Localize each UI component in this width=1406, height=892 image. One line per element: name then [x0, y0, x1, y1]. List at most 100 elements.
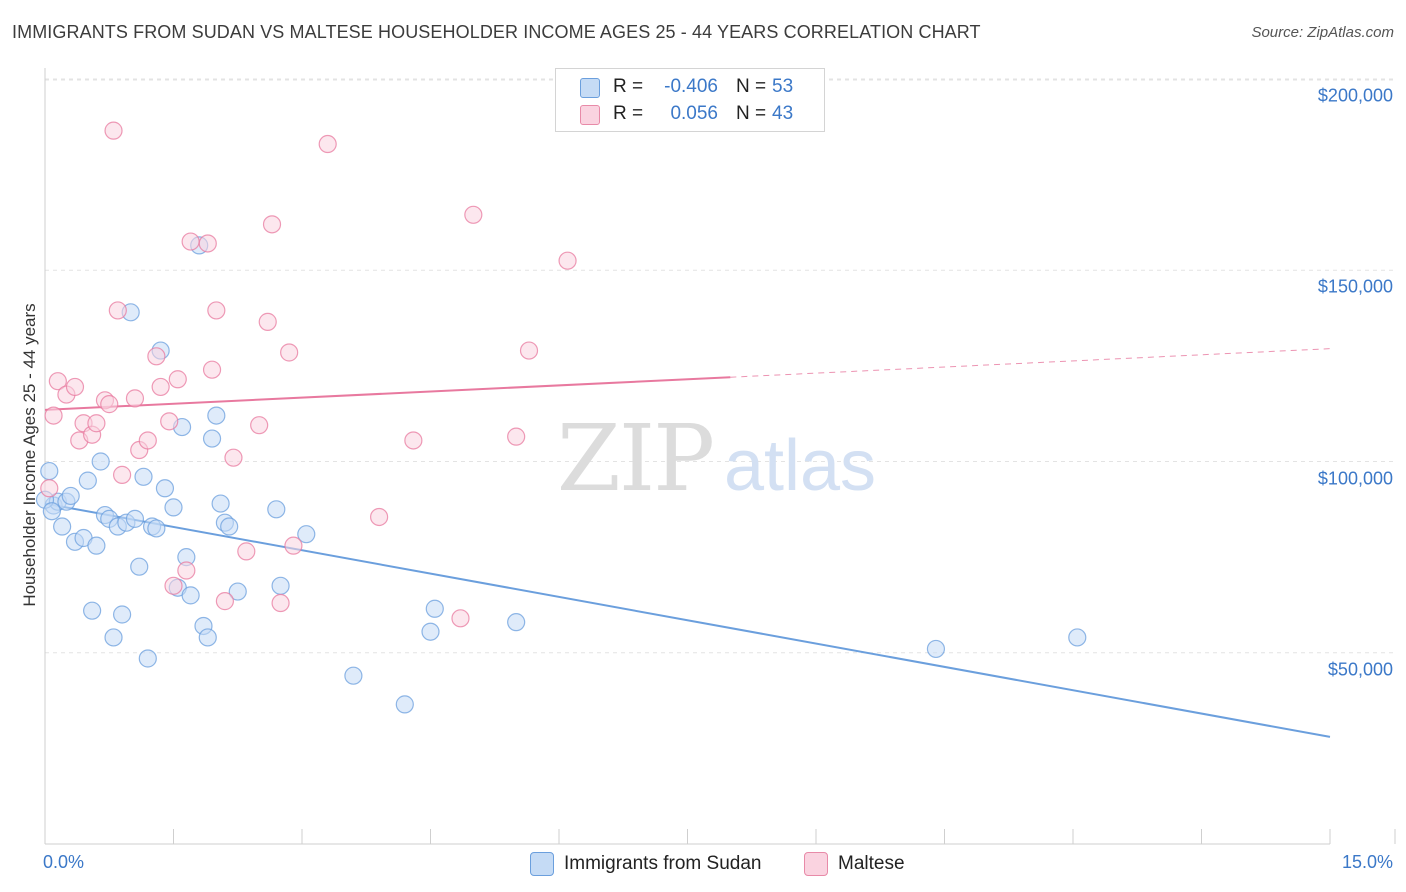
data-point-1: [100, 395, 119, 414]
stats-n-value: 53: [772, 76, 794, 97]
data-point-0: [507, 613, 526, 632]
stats-r-value: 0.056: [670, 103, 718, 124]
data-point-0: [220, 517, 239, 536]
data-point-0: [395, 695, 414, 714]
stats-n-label: N =: [736, 76, 767, 97]
data-point-1: [224, 448, 243, 467]
stats-row-sudan: R = -0.406 N = 53: [556, 74, 824, 102]
data-point-1: [464, 205, 483, 224]
data-point-1: [151, 377, 170, 397]
data-point-0: [421, 622, 440, 641]
data-point-0: [425, 599, 444, 618]
data-point-0: [271, 576, 290, 595]
data-point-0: [53, 517, 72, 536]
data-point-0: [138, 649, 157, 668]
data-point-1: [237, 542, 256, 561]
legend-label-sudan: Immigrants from Sudan: [564, 853, 762, 874]
data-point-0: [61, 486, 80, 506]
data-point-1: [104, 121, 123, 140]
data-point-0: [926, 639, 946, 659]
data-point-0: [40, 461, 59, 481]
data-point-0: [267, 500, 286, 519]
stats-r-label: R =: [613, 76, 644, 97]
data-point-0: [91, 452, 110, 471]
data-point-1: [558, 251, 577, 270]
y-tick-label: $200,000: [1317, 85, 1393, 106]
y-tick-label: $50,000: [1327, 659, 1393, 680]
x-tick-max: 15.0%: [1341, 852, 1393, 872]
y-tick-label: $150,000: [1317, 276, 1393, 297]
data-point-1: [198, 234, 217, 253]
trend-line-dashed-1: [730, 348, 1331, 378]
axes: [44, 68, 1396, 845]
gridlines: [45, 78, 1395, 654]
data-point-0: [155, 479, 175, 498]
data-point-0: [147, 519, 166, 538]
trend-lines: [44, 348, 1331, 738]
data-point-1: [160, 412, 179, 431]
stats-swatch-maltese: [580, 105, 600, 125]
stats-n-value: 43: [772, 103, 794, 124]
data-point-0: [198, 628, 217, 647]
chart-title: IMMIGRANTS FROM SUDAN VS MALTESE HOUSEHO…: [12, 22, 981, 42]
data-points: [35, 121, 1087, 714]
trend-line-0: [44, 502, 1331, 738]
data-point-1: [108, 301, 127, 320]
x-tick-min: 0.0%: [43, 852, 85, 872]
data-point-1: [519, 341, 539, 360]
data-point-1: [138, 431, 157, 450]
data-point-1: [280, 343, 299, 362]
data-point-1: [507, 427, 526, 446]
stats-row-maltese: R = 0.056 N = 43: [556, 101, 824, 129]
watermark-zip: ZIP: [557, 405, 713, 512]
stats-r-label: R =: [613, 103, 644, 124]
data-point-0: [1068, 628, 1087, 647]
data-point-1: [370, 507, 389, 527]
data-point-1: [215, 592, 234, 611]
stats-swatch-sudan: [580, 78, 600, 98]
data-point-1: [271, 593, 290, 613]
data-point-1: [125, 389, 145, 408]
data-point-1: [207, 301, 226, 320]
data-point-0: [42, 502, 61, 521]
data-point-1: [318, 134, 337, 154]
data-point-1: [44, 406, 63, 425]
legend-swatch-maltese: [804, 852, 828, 876]
data-point-1: [258, 312, 277, 331]
trend-line-1: [44, 376, 731, 411]
watermark-atlas: atlas: [724, 426, 876, 506]
stats-n-label: N =: [736, 103, 767, 124]
data-point-1: [262, 215, 282, 234]
data-point-0: [83, 601, 102, 620]
data-point-1: [87, 414, 106, 433]
data-point-1: [168, 370, 187, 389]
data-point-1: [404, 431, 423, 450]
data-point-0: [78, 471, 97, 490]
legend-label-maltese: Maltese: [838, 853, 905, 874]
legend-item-maltese[interactable]: Maltese: [804, 852, 905, 876]
stats-box: R = -0.406 N = 53 R = 0.056 N = 43: [555, 68, 825, 132]
data-point-1: [177, 561, 196, 580]
data-point-1: [40, 479, 59, 498]
data-point-0: [104, 628, 123, 647]
legend-swatch-sudan: [530, 852, 554, 876]
data-point-1: [65, 377, 85, 397]
data-point-1: [147, 347, 166, 366]
data-point-1: [164, 576, 183, 595]
data-point-0: [297, 525, 316, 544]
data-point-0: [207, 406, 226, 425]
y-tick-label: $100,000: [1317, 468, 1393, 488]
stats-r-value: -0.406: [664, 76, 718, 97]
data-point-0: [181, 586, 200, 605]
data-point-0: [134, 467, 153, 486]
data-point-0: [202, 429, 222, 448]
data-point-1: [48, 372, 67, 391]
data-point-0: [112, 605, 132, 624]
legend-item-sudan[interactable]: Immigrants from Sudan: [530, 852, 761, 876]
data-point-0: [344, 666, 363, 685]
chart-source: Source: ZipAtlas.com: [1251, 24, 1394, 41]
data-point-0: [211, 494, 230, 513]
data-point-1: [284, 536, 303, 555]
data-point-0: [125, 509, 145, 528]
